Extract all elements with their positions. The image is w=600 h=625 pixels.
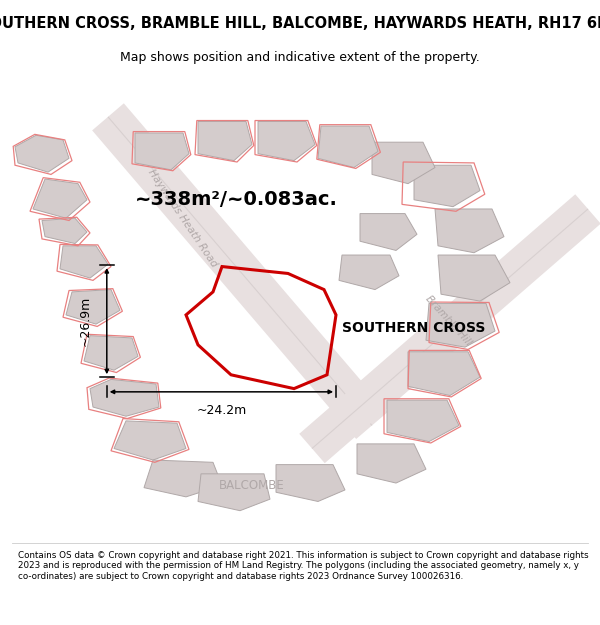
Polygon shape [360, 214, 417, 251]
Text: ~338m²/~0.083ac.: ~338m²/~0.083ac. [135, 190, 338, 209]
Polygon shape [276, 464, 345, 501]
Polygon shape [198, 121, 252, 161]
Polygon shape [135, 133, 189, 170]
Polygon shape [114, 421, 186, 460]
Polygon shape [15, 135, 69, 172]
Polygon shape [66, 289, 120, 324]
Text: Bramble Hill: Bramble Hill [424, 294, 474, 348]
Text: ~24.2m: ~24.2m [196, 404, 247, 417]
Polygon shape [33, 179, 87, 218]
Text: BALCOMBE: BALCOMBE [219, 479, 285, 492]
Polygon shape [60, 246, 108, 278]
Polygon shape [258, 121, 315, 161]
Polygon shape [318, 126, 378, 168]
Polygon shape [408, 352, 480, 396]
Polygon shape [198, 474, 270, 511]
Text: ~26.9m: ~26.9m [79, 296, 92, 346]
Polygon shape [84, 336, 138, 370]
Polygon shape [42, 218, 87, 244]
Polygon shape [426, 303, 495, 347]
Text: Haywards Heath Road: Haywards Heath Road [146, 168, 220, 269]
Polygon shape [438, 255, 510, 301]
Text: Map shows position and indicative extent of the property.: Map shows position and indicative extent… [120, 51, 480, 64]
Polygon shape [387, 400, 459, 442]
Polygon shape [414, 165, 480, 207]
Polygon shape [435, 209, 504, 252]
Polygon shape [339, 255, 399, 289]
Text: SOUTHERN CROSS, BRAMBLE HILL, BALCOMBE, HAYWARDS HEATH, RH17 6HR: SOUTHERN CROSS, BRAMBLE HILL, BALCOMBE, … [0, 16, 600, 31]
Polygon shape [357, 444, 426, 483]
Text: Contains OS data © Crown copyright and database right 2021. This information is : Contains OS data © Crown copyright and d… [18, 551, 589, 581]
Polygon shape [372, 142, 435, 184]
Polygon shape [90, 379, 159, 416]
Polygon shape [144, 460, 222, 497]
Text: SOUTHERN CROSS: SOUTHERN CROSS [342, 321, 485, 335]
